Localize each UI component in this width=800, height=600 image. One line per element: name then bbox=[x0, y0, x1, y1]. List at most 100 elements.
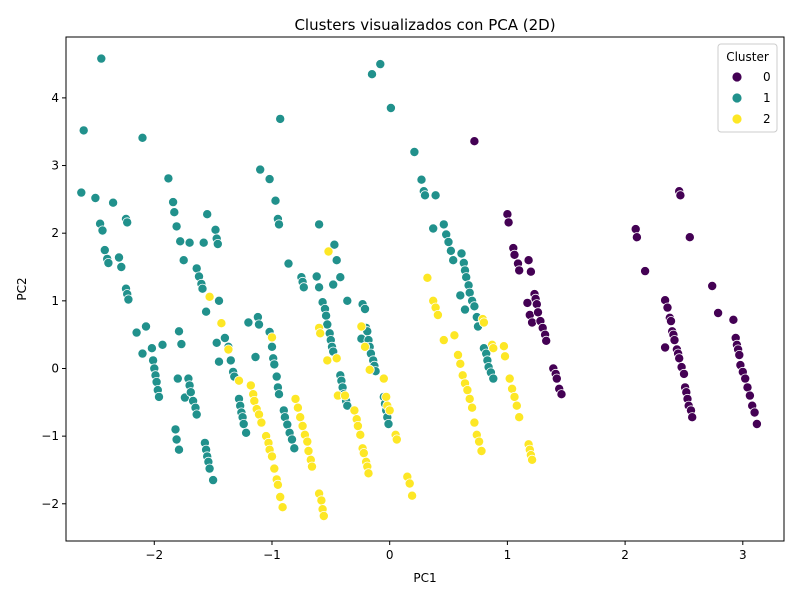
legend-marker-0 bbox=[731, 71, 743, 83]
point-cluster-0 bbox=[660, 342, 671, 353]
point-cluster-0 bbox=[631, 232, 642, 243]
legend-label-2: 2 bbox=[763, 112, 771, 126]
point-cluster-2 bbox=[256, 417, 267, 428]
point-cluster-1 bbox=[269, 359, 280, 370]
point-cluster-2 bbox=[504, 373, 515, 384]
point-cluster-0 bbox=[502, 209, 513, 220]
x-tick-label: −2 bbox=[145, 548, 163, 562]
x-tick-label: 2 bbox=[621, 548, 629, 562]
point-cluster-1 bbox=[264, 174, 275, 185]
y-tick-label: 2 bbox=[51, 226, 59, 240]
plot-frame bbox=[65, 36, 785, 542]
point-cluster-1 bbox=[175, 236, 186, 247]
point-cluster-1 bbox=[311, 271, 322, 282]
point-cluster-1 bbox=[191, 409, 202, 420]
point-cluster-1 bbox=[329, 239, 340, 250]
point-cluster-2 bbox=[449, 330, 460, 341]
point-cluster-2 bbox=[339, 390, 350, 401]
point-cluster-0 bbox=[728, 314, 739, 325]
point-cluster-1 bbox=[114, 252, 125, 263]
point-cluster-1 bbox=[250, 351, 261, 362]
point-cluster-0 bbox=[503, 217, 514, 228]
point-cluster-0 bbox=[640, 266, 651, 277]
point-cluster-2 bbox=[364, 364, 375, 375]
point-cluster-2 bbox=[499, 351, 510, 362]
point-cluster-1 bbox=[238, 418, 249, 429]
point-cluster-1 bbox=[225, 355, 236, 366]
point-cluster-2 bbox=[452, 349, 463, 360]
x-axis: −2 −1 0 1 2 3 bbox=[145, 541, 747, 562]
point-cluster-0 bbox=[666, 316, 677, 327]
point-cluster-2 bbox=[233, 375, 244, 386]
point-cluster-1 bbox=[335, 272, 346, 283]
point-cluster-1 bbox=[456, 248, 467, 259]
point-cluster-1 bbox=[385, 103, 396, 114]
point-cluster-0 bbox=[740, 373, 751, 384]
point-cluster-1 bbox=[168, 197, 179, 208]
point-cluster-2 bbox=[352, 420, 363, 431]
point-cluster-1 bbox=[137, 348, 148, 359]
point-cluster-2 bbox=[356, 321, 367, 332]
point-cluster-1 bbox=[409, 146, 420, 157]
point-cluster-2 bbox=[488, 343, 499, 354]
point-cluster-2 bbox=[407, 490, 418, 501]
point-cluster-1 bbox=[97, 225, 108, 236]
point-cluster-1 bbox=[208, 475, 219, 486]
point-cluster-2 bbox=[275, 491, 286, 502]
point-cluster-1 bbox=[428, 223, 439, 234]
point-cluster-2 bbox=[378, 373, 389, 384]
point-cluster-1 bbox=[270, 195, 281, 206]
point-cluster-1 bbox=[298, 282, 309, 293]
point-cluster-2 bbox=[455, 358, 466, 369]
point-cluster-2 bbox=[467, 402, 478, 413]
point-cluster-2 bbox=[381, 391, 392, 402]
point-cluster-0 bbox=[531, 299, 542, 310]
point-cluster-2 bbox=[277, 502, 288, 513]
point-cluster-1 bbox=[443, 236, 454, 247]
point-cluster-1 bbox=[172, 373, 183, 384]
point-cluster-1 bbox=[289, 443, 300, 454]
point-cluster-0 bbox=[533, 307, 544, 318]
point-cluster-1 bbox=[438, 219, 449, 230]
point-cluster-1 bbox=[253, 319, 264, 330]
point-cluster-2 bbox=[303, 445, 314, 456]
point-cluster-1 bbox=[375, 59, 386, 70]
x-tick-label: 1 bbox=[504, 548, 512, 562]
legend-title: Cluster bbox=[726, 50, 769, 64]
point-cluster-2 bbox=[297, 420, 308, 431]
point-cluster-1 bbox=[185, 387, 196, 398]
point-cluster-1 bbox=[140, 321, 151, 332]
point-cluster-2 bbox=[469, 417, 480, 428]
point-cluster-1 bbox=[122, 217, 133, 228]
y-tick-label: 4 bbox=[51, 91, 59, 105]
point-cluster-2 bbox=[462, 385, 473, 396]
point-cluster-1 bbox=[286, 434, 297, 445]
point-cluster-0 bbox=[669, 335, 680, 346]
point-cluster-1 bbox=[171, 434, 182, 445]
point-cluster-1 bbox=[157, 339, 168, 350]
point-cluster-1 bbox=[445, 245, 456, 256]
point-cluster-2 bbox=[216, 318, 227, 329]
point-cluster-2 bbox=[527, 454, 538, 465]
point-cluster-1 bbox=[153, 391, 164, 402]
point-cluster-1 bbox=[321, 310, 332, 321]
point-cluster-0 bbox=[630, 224, 641, 235]
point-cluster-0 bbox=[514, 265, 525, 276]
point-cluster-2 bbox=[266, 451, 277, 462]
point-cluster-1 bbox=[211, 337, 222, 348]
point-cluster-2 bbox=[302, 436, 313, 447]
point-cluster-1 bbox=[78, 125, 89, 136]
point-cluster-0 bbox=[522, 297, 533, 308]
point-cluster-1 bbox=[197, 283, 208, 294]
point-cluster-2 bbox=[432, 309, 443, 320]
point-cluster-0 bbox=[541, 335, 552, 346]
point-cluster-0 bbox=[527, 317, 538, 328]
point-cluster-1 bbox=[184, 237, 195, 248]
point-cluster-1 bbox=[455, 290, 466, 301]
point-cluster-1 bbox=[176, 339, 187, 350]
point-cluster-2 bbox=[355, 429, 366, 440]
point-cluster-0 bbox=[556, 389, 567, 400]
point-cluster-0 bbox=[509, 249, 520, 260]
y-tick-label: −2 bbox=[41, 497, 59, 511]
point-cluster-2 bbox=[292, 402, 303, 413]
